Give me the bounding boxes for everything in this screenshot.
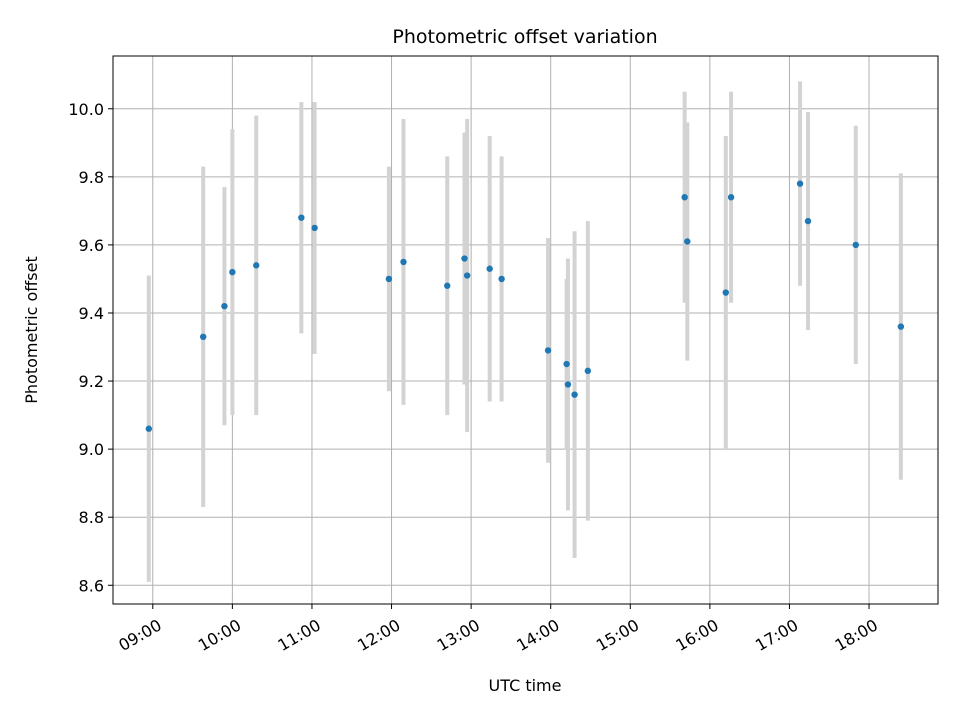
- data-point: [385, 275, 393, 283]
- y-axis-ticks: 8.6 8.8 9.0 9.2 9.4 9.6 9.8 10.0: [68, 100, 113, 595]
- data-point: [229, 268, 236, 276]
- data-point: [463, 272, 471, 279]
- data-points: [145, 180, 905, 432]
- data-point: [563, 360, 570, 368]
- y-tick-label: 9.6: [79, 236, 104, 255]
- data-point: [544, 347, 552, 354]
- plot-frame: [112, 55, 939, 605]
- data-point: [852, 241, 859, 249]
- grid: [113, 56, 938, 604]
- y-tick-label: 9.2: [79, 372, 104, 391]
- data-point: [681, 194, 688, 201]
- data-point: [221, 302, 228, 310]
- y-tick-label: 8.8: [79, 508, 104, 527]
- data-point: [727, 194, 735, 201]
- data-point: [804, 217, 812, 225]
- y-tick-label: 9.0: [79, 440, 104, 459]
- data-point: [253, 262, 260, 269]
- y-tick-label: 10.0: [68, 100, 104, 119]
- data-point: [584, 367, 592, 375]
- data-point: [199, 333, 207, 341]
- data-point: [897, 323, 905, 330]
- y-tick-label: 8.6: [79, 576, 104, 595]
- data-point: [400, 258, 407, 266]
- data-point: [311, 224, 318, 232]
- data-point: [444, 282, 451, 289]
- x-axis-title: UTC time: [489, 676, 562, 695]
- data-point: [722, 289, 729, 296]
- data-point: [684, 238, 691, 245]
- data-point: [571, 391, 578, 398]
- data-point: [486, 265, 493, 272]
- chart-title: Photometric offset variation: [392, 26, 657, 48]
- data-point: [461, 255, 468, 262]
- data-point: [498, 275, 505, 283]
- y-tick-label: 9.4: [79, 304, 104, 323]
- data-point: [796, 180, 804, 187]
- y-tick-label: 9.8: [79, 168, 104, 187]
- data-point: [145, 425, 153, 432]
- y-axis-title: Photometric offset: [22, 256, 41, 404]
- data-point: [298, 214, 305, 221]
- data-point: [564, 381, 572, 388]
